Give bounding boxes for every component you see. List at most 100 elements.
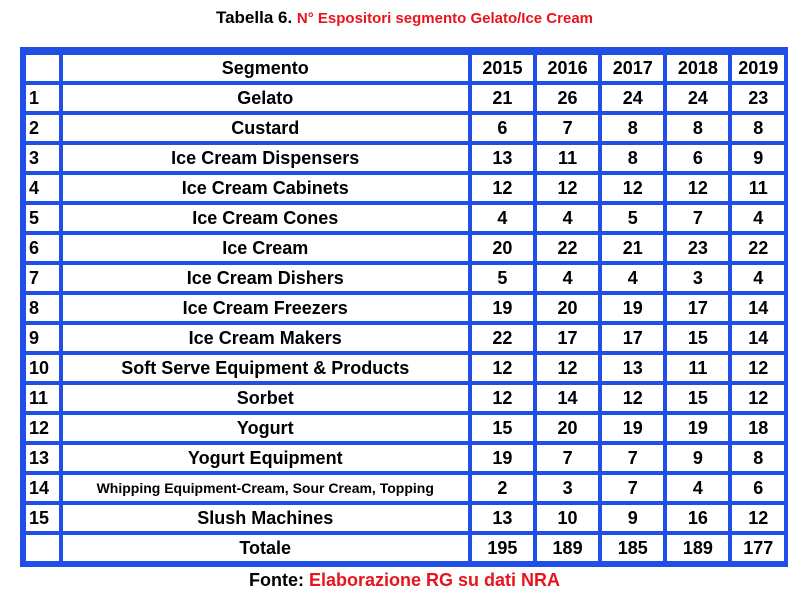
caption-prefix: Tabella 6. [215,8,293,27]
value-cell: 15 [667,385,729,411]
exhibitors-table: Segmento 2015 2016 2017 2018 2019 1 Gelat… [22,51,788,565]
segment-cell: Whipping Equipment-Cream, Sour Cream, To… [62,475,468,501]
segment-cell: Ice Cream Makers [62,325,468,351]
total-value-cell: 195 [471,535,533,561]
header-year-cell: 2015 [471,55,533,81]
value-cell: 12 [537,355,599,381]
source-note: Fonte: Elaborazione RG su dati NRA [0,569,809,591]
table-row: 5 Ice Cream Cones 4 4 5 7 4 [26,205,784,231]
row-index-cell: 2 [26,115,59,141]
value-cell: 20 [537,295,599,321]
row-index-cell: 8 [26,295,59,321]
segment-cell: Custard [62,115,468,141]
value-cell: 12 [667,175,729,201]
value-cell: 10 [537,505,599,531]
value-cell: 12 [537,175,599,201]
table-row: 4 Ice Cream Cabinets 12 12 12 12 11 [26,175,784,201]
value-cell: 6 [471,115,533,141]
segment-cell: Ice Cream Dispensers [62,145,468,171]
table-row: 12 Yogurt 15 20 19 19 18 [26,415,784,441]
total-value-cell: 189 [667,535,729,561]
value-cell: 11 [537,145,599,171]
table-row: 2 Custard 6 7 8 8 8 [26,115,784,141]
segment-cell: Soft Serve Equipment & Products [62,355,468,381]
value-cell: 13 [471,505,533,531]
value-cell: 5 [471,265,533,291]
value-cell: 4 [732,265,784,291]
value-cell: 12 [732,505,784,531]
header-year-cell: 2018 [667,55,729,81]
table-body: 1 Gelato 21 26 24 24 23 2 Custard 6 7 8 8 8 3 Ice Cream… [26,85,784,531]
row-index-cell: 13 [26,445,59,471]
total-label-cell: Totale [62,535,468,561]
value-cell: 19 [602,415,664,441]
value-cell: 19 [471,445,533,471]
table-row: 3 Ice Cream Dispensers 13 11 8 6 9 [26,145,784,171]
value-cell: 2 [471,475,533,501]
value-cell: 17 [602,325,664,351]
table-row: 7 Ice Cream Dishers 5 4 4 3 4 [26,265,784,291]
value-cell: 15 [471,415,533,441]
value-cell: 9 [602,505,664,531]
row-index-cell: 12 [26,415,59,441]
segment-cell: Ice Cream Cones [62,205,468,231]
value-cell: 7 [602,445,664,471]
segment-cell: Ice Cream Freezers [62,295,468,321]
value-cell: 8 [732,445,784,471]
segment-cell: Ice Cream Cabinets [62,175,468,201]
table-row: 1 Gelato 21 26 24 24 23 [26,85,784,111]
value-cell: 19 [667,415,729,441]
value-cell: 19 [602,295,664,321]
row-index-cell: 1 [26,85,59,111]
total-value-cell: 185 [602,535,664,561]
value-cell: 22 [537,235,599,261]
header-year-cell: 2016 [537,55,599,81]
table-row: 9 Ice Cream Makers 22 17 17 15 14 [26,325,784,351]
row-index-cell: 10 [26,355,59,381]
value-cell: 12 [471,385,533,411]
table-row: 14 Whipping Equipment-Cream, Sour Cream, … [26,475,784,501]
table-row: 10 Soft Serve Equipment & Products 12 12 13 1… [26,355,784,381]
row-index-cell: 15 [26,505,59,531]
value-cell: 17 [667,295,729,321]
value-cell: 22 [471,325,533,351]
row-index-cell: 7 [26,265,59,291]
value-cell: 6 [667,145,729,171]
value-cell: 4 [602,265,664,291]
value-cell: 18 [732,415,784,441]
total-value-cell: 189 [537,535,599,561]
value-cell: 4 [471,205,533,231]
segment-cell: Gelato [62,85,468,111]
value-cell: 16 [667,505,729,531]
row-index-cell: 14 [26,475,59,501]
value-cell: 24 [667,85,729,111]
value-cell: 21 [602,235,664,261]
value-cell: 3 [667,265,729,291]
value-cell: 12 [602,175,664,201]
value-cell: 8 [602,145,664,171]
header-year-cell: 2017 [602,55,664,81]
value-cell: 4 [537,265,599,291]
header-row: Segmento 2015 2016 2017 2018 2019 [26,55,784,81]
value-cell: 3 [537,475,599,501]
value-cell: 8 [732,115,784,141]
value-cell: 7 [602,475,664,501]
segment-cell: Sorbet [62,385,468,411]
caption-title: N° Espositori segmento Gelato/Ice Cream [296,10,594,27]
value-cell: 26 [537,85,599,111]
value-cell: 9 [732,145,784,171]
header-index-cell [26,55,59,81]
value-cell: 14 [537,385,599,411]
source-prefix: Fonte: [248,570,304,590]
row-index-cell: 6 [26,235,59,261]
value-cell: 13 [471,145,533,171]
value-cell: 6 [732,475,784,501]
value-cell: 23 [667,235,729,261]
table-row: 11 Sorbet 12 14 12 15 12 [26,385,784,411]
value-cell: 15 [667,325,729,351]
value-cell: 17 [537,325,599,351]
segment-cell: Yogurt Equipment [62,445,468,471]
value-cell: 14 [732,295,784,321]
value-cell: 8 [667,115,729,141]
value-cell: 11 [732,175,784,201]
